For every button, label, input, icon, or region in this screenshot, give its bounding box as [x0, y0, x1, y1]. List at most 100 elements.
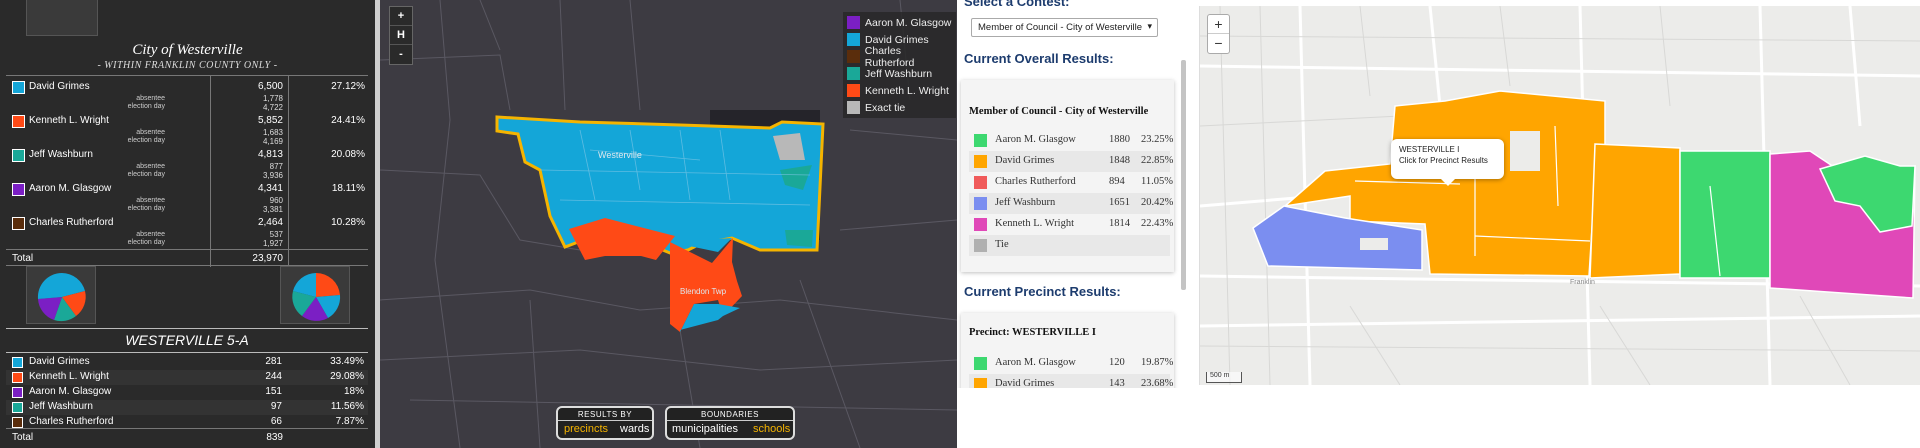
candidate-name: Kenneth L. Wright [995, 218, 1074, 229]
contest-select[interactable]: Member of Council - City of Westerville … [971, 18, 1158, 37]
jurisdiction-subtitle: - WITHIN FRANKLIN COUNTY ONLY - [97, 60, 278, 71]
precinct-total-value: 839 [266, 432, 283, 443]
candidate-name: Kenneth L. Wright [29, 115, 109, 126]
candidate-votes: 244 [265, 371, 282, 382]
dark-results-map[interactable]: Westerville Blendon Twp + H - Aaron M. G… [380, 0, 957, 448]
candidate-total: 5,852 [257, 115, 283, 126]
candidate-name: David Grimes [29, 81, 90, 92]
top-placeholder-box [26, 0, 98, 36]
candidate-votes: 66 [270, 416, 282, 427]
light-results-map[interactable]: Franklin + − WESTERVILLE I Click for Pre… [1199, 6, 1920, 385]
candidate-row: Charles Rutherford absentee election day 2,… [0, 215, 375, 249]
candidate-percent: 22.43% [1141, 218, 1174, 229]
candidate-percent: 7.87% [335, 416, 364, 427]
election-day-label: election day [127, 137, 165, 144]
legend-item: Jeff Washburn [847, 65, 952, 82]
boundaries-municipalities-option[interactable]: municipalities [672, 423, 739, 435]
zoom-in-button[interactable]: + [390, 7, 412, 26]
results-by-toggle: RESULTS BY precincts wards [556, 406, 654, 440]
select-contest-heading: Select a Contest: [964, 0, 1070, 9]
zoom-out-button[interactable]: - [399, 48, 403, 60]
legend-label: Aaron M. Glasgow [865, 16, 952, 29]
candidate-row: Jeff Washburn absentee election day 4,813 87… [0, 147, 375, 181]
candidate-election-day: 4,169 [262, 137, 283, 146]
legend-swatch [847, 16, 860, 29]
candidate-votes: 97 [270, 401, 282, 412]
result-row: Jeff Washburn 1651 20.42% [969, 193, 1174, 214]
candidate-percent: 20.42% [1141, 197, 1174, 208]
map-label-blendon: Blendon Twp [680, 287, 727, 296]
boundaries-schools-option[interactable]: schools [753, 423, 791, 435]
candidate-votes: 1814 [1109, 218, 1130, 229]
candidate-color-swatch [974, 134, 987, 147]
tooltip-text: Click for Precinct Results [1399, 156, 1488, 165]
overall-card-title: Member of Council - City of Westerville [969, 106, 1149, 117]
candidate-percent: 18% [343, 386, 364, 397]
candidate-percent: 18.11% [331, 183, 365, 194]
candidate-votes: 281 [265, 356, 282, 367]
candidate-election-day: 1,927 [262, 239, 283, 248]
divider [6, 265, 368, 266]
divider [6, 249, 368, 250]
overall-results-heading: Current Overall Results: [964, 51, 1114, 66]
contest-select-value: Member of Council - City of Westerville [978, 22, 1143, 33]
results-by-precincts-option[interactable]: precincts [564, 423, 609, 435]
map-zoom-control: + H - [389, 6, 413, 65]
zoom-out-button[interactable]: − [1214, 35, 1223, 51]
election-day-label: election day [127, 239, 165, 246]
legend-label: Exact tie [865, 101, 906, 114]
candidate-percent: 11.05% [1141, 176, 1173, 187]
candidate-absentee: 537 [269, 230, 283, 239]
candidate-votes: 894 [1109, 176, 1125, 187]
legend-swatch [847, 84, 860, 97]
candidate-color-swatch [12, 357, 23, 368]
candidate-name: Kenneth L. Wright [29, 371, 109, 382]
candidate-percent: 19.87% [1141, 357, 1174, 368]
candidate-total: 6,500 [257, 81, 283, 92]
legend-item: Kenneth L. Wright [847, 82, 952, 99]
candidate-color-swatch [12, 417, 23, 428]
candidate-total: 4,341 [257, 183, 283, 194]
legend-swatch [847, 101, 860, 114]
map-label-westerville: Westerville [598, 150, 642, 160]
candidate-election-day: 3,381 [262, 205, 283, 214]
legend-swatch [847, 50, 860, 63]
total-label: Total [12, 253, 34, 264]
result-row: Charles Rutherford 894 11.05% [969, 172, 1173, 193]
candidate-color-swatch [12, 402, 23, 413]
zoom-in-button[interactable]: + [1208, 15, 1229, 34]
precinct-results-heading: Current Precinct Results: [964, 284, 1121, 299]
divider [6, 75, 368, 76]
candidate-color-swatch [12, 372, 23, 383]
candidate-name: David Grimes [995, 155, 1055, 166]
candidate-name: David Grimes [995, 378, 1055, 388]
results-panel: City of Westerville - WITHIN FRANKLIN CO… [0, 0, 375, 448]
candidate-color-swatch [974, 176, 987, 189]
results-by-wards-option[interactable]: wards [620, 423, 650, 435]
candidate-absentee: 1,683 [262, 128, 283, 137]
precinct-total-label: Total [12, 432, 34, 443]
candidate-color-swatch [12, 183, 25, 196]
election-day-label: election day [127, 205, 165, 212]
candidate-color-swatch [12, 387, 23, 398]
candidate-percent: 23.25% [1141, 134, 1174, 145]
candidate-votes: 1848 [1109, 155, 1130, 166]
boundaries-toggle: BOUNDARIES municipalities schools [665, 406, 795, 440]
jurisdiction-title: City of Westerville [132, 42, 243, 58]
result-row: Aaron M. Glasgow 1880 23.25% [969, 130, 1174, 151]
result-row: David Grimes 1848 22.85% [969, 151, 1173, 172]
home-button[interactable]: H [390, 26, 412, 45]
candidate-absentee: 877 [269, 162, 283, 171]
legend-item: Aaron M. Glasgow [847, 14, 952, 31]
candidate-percent: 10.28% [331, 217, 365, 228]
scrollbar[interactable] [1181, 60, 1186, 290]
absentee-label: absentee [136, 95, 165, 102]
candidate-name: Tie [995, 239, 1009, 250]
candidate-color-swatch [974, 357, 987, 370]
candidate-percent: 33.49% [330, 356, 364, 367]
candidate-color-swatch [974, 378, 987, 388]
precinct-tooltip[interactable]: WESTERVILLE I Click for Precinct Results [1391, 139, 1504, 186]
candidate-percent: 27.12% [331, 81, 365, 92]
candidate-election-day: 4,722 [262, 103, 283, 112]
